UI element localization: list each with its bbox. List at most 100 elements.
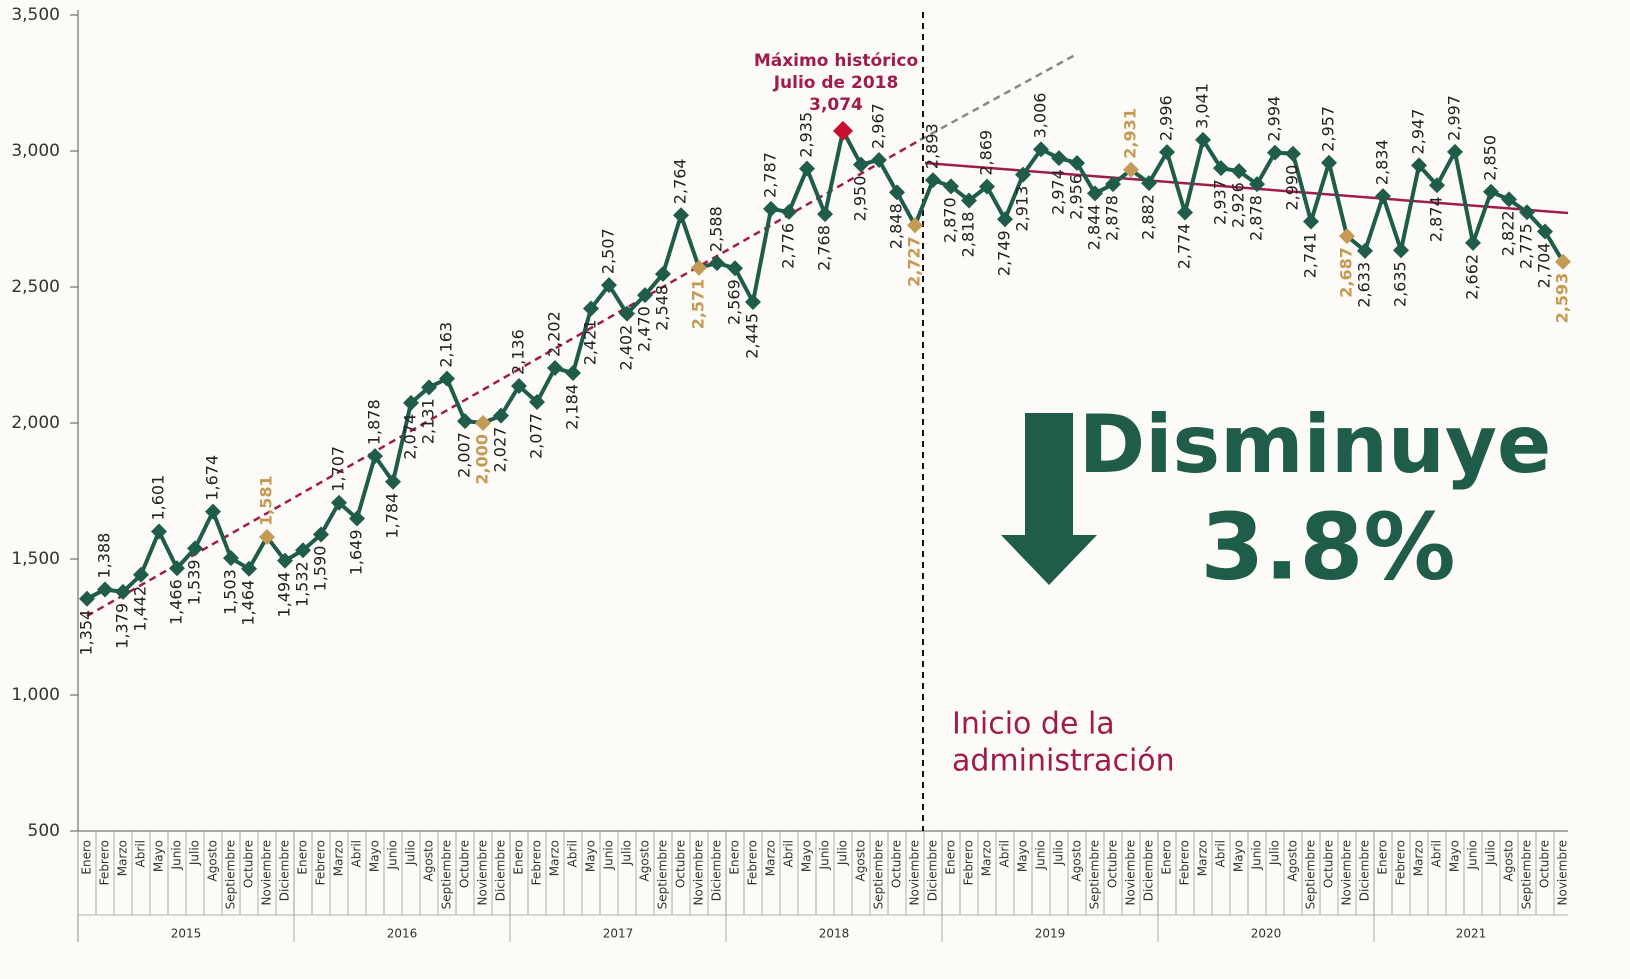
x-tick-label: Agosto [854, 840, 868, 881]
data-point [511, 378, 527, 395]
y-tick-label: 3,500 [11, 5, 60, 25]
value-label: 2,569 [725, 279, 744, 325]
x-tick-label: Septiembre [656, 840, 670, 909]
x-tick-label: Abril [566, 840, 580, 867]
value-label: 2,870 [941, 197, 960, 243]
value-label: 1,674 [203, 455, 222, 501]
data-point [1033, 141, 1049, 158]
data-point [1159, 144, 1175, 161]
x-tick-label: Junio [818, 840, 832, 870]
value-label: 2,850 [1481, 135, 1500, 181]
x-tick-label: Octubre [674, 840, 688, 888]
value-label: 2,470 [635, 306, 654, 352]
value-label: 2,994 [1265, 96, 1284, 142]
value-label: 1,601 [149, 475, 168, 521]
data-point [1483, 183, 1499, 200]
data-point [115, 583, 131, 600]
value-label: 2,926 [1229, 182, 1248, 228]
x-tick-label: Abril [1430, 840, 1444, 867]
x-tick-label: Enero [296, 840, 310, 875]
x-tick-label: Marzo [116, 840, 130, 876]
data-point [259, 528, 275, 545]
value-label: 2,507 [599, 228, 618, 274]
x-tick-label: Marzo [980, 840, 994, 876]
data-point [1069, 154, 1085, 171]
headline-value: 3.8% [1200, 493, 1455, 600]
data-point [1321, 154, 1337, 171]
data-point [1393, 242, 1409, 259]
data-point [833, 120, 853, 141]
value-label: 1,464 [239, 580, 258, 626]
value-label: 2,874 [1427, 196, 1446, 242]
x-tick-label: Marzo [332, 840, 346, 876]
data-point [1231, 163, 1247, 180]
data-point [403, 394, 419, 411]
value-label: 2,445 [743, 313, 762, 359]
x-tick-label: Febrero [530, 840, 544, 885]
value-label: 1,503 [221, 569, 240, 615]
value-label: 1,532 [293, 561, 312, 607]
value-label: 2,878 [1247, 195, 1266, 241]
data-point [1429, 177, 1445, 194]
value-label: 2,997 [1445, 95, 1464, 141]
x-tick-label: Agosto [1070, 840, 1084, 881]
value-label: 1,590 [311, 546, 330, 592]
data-point [961, 192, 977, 209]
value-label: 2,967 [869, 103, 888, 149]
data-point [1105, 176, 1121, 193]
value-label: 2,957 [1319, 106, 1338, 152]
data-point [97, 581, 113, 598]
year-label: 2019 [1035, 927, 1066, 941]
year-label: 2016 [387, 927, 418, 941]
value-label: 2,869 [977, 130, 996, 176]
data-point [223, 550, 239, 567]
data-point [745, 293, 761, 310]
value-label: 1,442 [131, 586, 150, 632]
value-label: 2,937 [1211, 179, 1230, 225]
value-label: 2,990 [1283, 165, 1302, 211]
x-tick-label: Febrero [746, 840, 760, 885]
data-point [1411, 157, 1427, 174]
value-label: 2,402 [617, 325, 636, 371]
trend-projection [919, 53, 1076, 142]
value-label: 2,996 [1157, 95, 1176, 141]
annotation: Máximo histórico [754, 51, 918, 71]
value-label: 3,041 [1193, 83, 1212, 129]
value-label: 2,818 [959, 212, 978, 258]
x-tick-label: Junio [1250, 840, 1264, 870]
value-label: 1,539 [185, 559, 204, 605]
data-point [241, 560, 257, 577]
data-point [169, 560, 185, 577]
data-point [1087, 185, 1103, 202]
data-point [1177, 204, 1193, 221]
x-tick-label: Noviembre [1124, 840, 1138, 906]
x-tick-label: Noviembre [692, 840, 706, 906]
x-tick-label: Abril [134, 840, 148, 867]
data-point [943, 178, 959, 195]
x-tick-label: Mayo [152, 840, 166, 872]
data-point [673, 207, 689, 224]
data-point [853, 156, 869, 173]
value-label: 2,882 [1139, 194, 1158, 240]
data-point [1303, 213, 1319, 230]
annotation: administración [952, 744, 1175, 779]
x-tick-label: Abril [998, 840, 1012, 867]
x-tick-label: Mayo [1232, 840, 1246, 872]
x-tick-label: Julio [188, 840, 202, 866]
value-label: 2,878 [1103, 195, 1122, 241]
data-point [1141, 175, 1157, 192]
value-label: 2,163 [437, 322, 456, 368]
data-point [313, 526, 329, 543]
data-point [475, 415, 491, 431]
data-point [79, 590, 95, 607]
data-point [925, 172, 941, 189]
value-label: 2,764 [671, 158, 690, 204]
x-tick-label: Septiembre [872, 840, 886, 909]
value-label: 1,784 [383, 493, 402, 539]
value-label: 2,548 [653, 285, 672, 331]
data-point [349, 510, 365, 527]
x-tick-label: Marzo [548, 840, 562, 876]
value-label: 2,913 [1013, 186, 1032, 232]
x-tick-label: Abril [1214, 840, 1228, 867]
